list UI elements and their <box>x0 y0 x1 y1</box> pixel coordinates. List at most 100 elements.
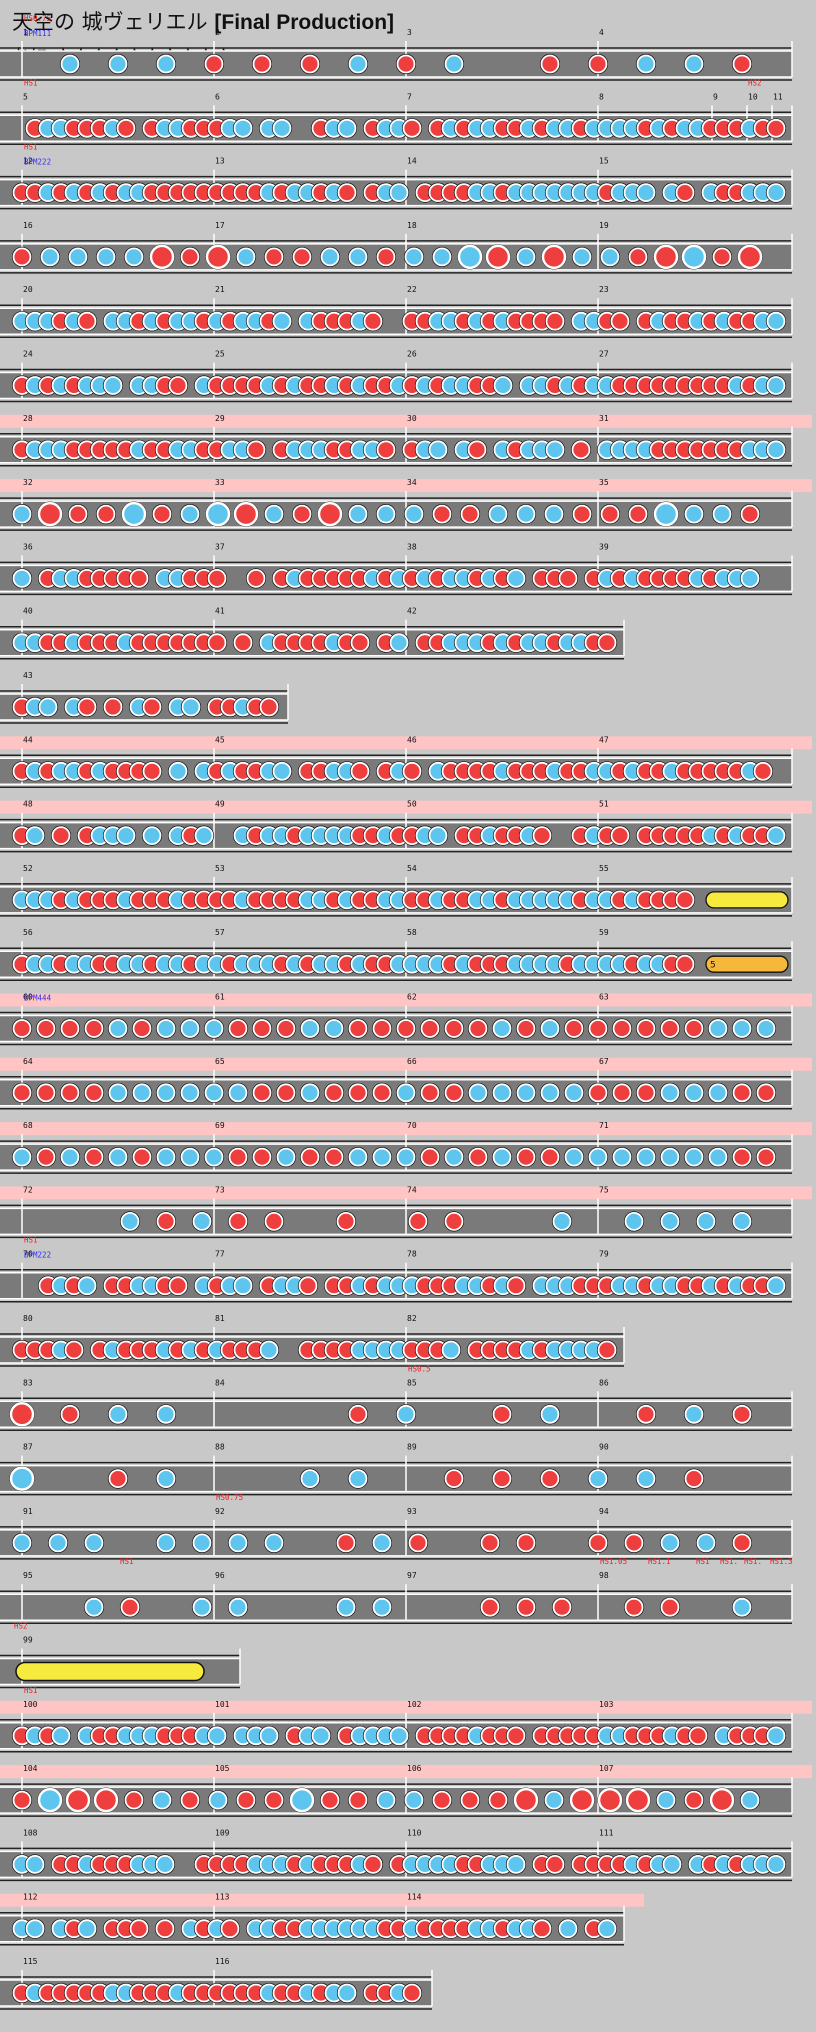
don-note <box>660 1019 680 1038</box>
ka-note <box>156 1533 176 1553</box>
ka-note <box>389 183 409 203</box>
ka-note <box>228 1533 248 1553</box>
don-note <box>276 1019 296 1038</box>
measure-number: 74 <box>407 1185 417 1194</box>
ka-note <box>60 54 80 74</box>
measure-number: 99 <box>23 1636 33 1645</box>
ka-note <box>156 1469 176 1488</box>
measure-number: 87 <box>23 1443 33 1452</box>
ka-note <box>404 1790 424 1810</box>
ka-note <box>600 247 620 267</box>
don-note <box>298 1276 318 1296</box>
ka-note <box>684 54 704 74</box>
ka-note <box>155 1855 175 1874</box>
ka-note <box>636 54 656 74</box>
don-note <box>612 1019 632 1038</box>
note-lane <box>0 1465 792 1492</box>
measure-number: 52 <box>23 864 33 873</box>
don-note <box>220 1919 240 1939</box>
don-note <box>300 1147 320 1167</box>
gogo-band <box>0 479 812 493</box>
measure-number: 32 <box>23 478 33 487</box>
ka-note <box>180 1019 200 1038</box>
measure-number: 68 <box>23 1121 33 1130</box>
don-note <box>766 118 786 138</box>
don-note <box>636 1083 656 1103</box>
measure-number: 15 <box>599 157 609 166</box>
big-don-note <box>37 501 63 527</box>
don-note <box>597 633 617 653</box>
ka-note <box>156 54 176 74</box>
big-don-note <box>513 1787 539 1813</box>
don-note <box>444 1212 464 1231</box>
don-note <box>675 954 695 974</box>
ka-note <box>441 1340 461 1360</box>
ka-note <box>108 1019 128 1038</box>
don-note <box>408 1533 428 1553</box>
ka-note <box>732 1597 752 1617</box>
big-ka-note <box>457 244 483 270</box>
don-note <box>588 54 608 74</box>
measure-number: 85 <box>407 1378 417 1387</box>
ka-note <box>348 504 368 524</box>
ka-note <box>506 1855 526 1874</box>
measure-number: 17 <box>215 221 225 230</box>
ka-note <box>152 1790 172 1810</box>
don-note <box>506 1276 526 1296</box>
don-note <box>264 1790 284 1810</box>
ka-note <box>336 1597 356 1617</box>
ka-note <box>544 504 564 524</box>
scroll-speed-marker: HS1 <box>24 1686 38 1695</box>
ka-note <box>766 826 786 845</box>
measure-number: 92 <box>215 1507 225 1516</box>
measure-number: 22 <box>407 285 417 294</box>
measure-number: 59 <box>599 928 609 937</box>
don-note <box>350 633 370 653</box>
measure-number: 10 <box>748 92 758 101</box>
measure-number: 63 <box>599 993 609 1002</box>
ka-note <box>540 1083 560 1103</box>
measure-number: 73 <box>215 1185 225 1194</box>
measure-number: 88 <box>215 1443 225 1452</box>
ka-note <box>636 183 656 203</box>
ka-note <box>156 1404 176 1424</box>
ka-note <box>428 826 448 845</box>
don-note <box>688 1726 708 1746</box>
ka-note <box>488 504 508 524</box>
measure-number: 76 <box>23 1250 33 1259</box>
ka-note <box>766 1276 786 1296</box>
ka-note <box>766 1855 786 1874</box>
ka-note <box>516 1083 536 1103</box>
gogo-band <box>0 1765 812 1779</box>
big-ka-note <box>9 1466 35 1491</box>
ka-note <box>624 1212 644 1231</box>
ka-note <box>660 1083 680 1103</box>
measure-number: 45 <box>215 735 225 744</box>
big-don-note <box>205 244 231 270</box>
don-note <box>120 1597 140 1617</box>
ka-note <box>660 1147 680 1167</box>
don-note <box>12 1790 32 1810</box>
big-don-note <box>541 244 567 270</box>
don-note <box>108 1469 128 1488</box>
ka-note <box>516 504 536 524</box>
ka-note <box>444 54 464 74</box>
don-note <box>236 1790 256 1810</box>
measure-number: 38 <box>407 542 417 551</box>
ka-note <box>540 1404 560 1424</box>
scroll-speed-marker: HS0.5 <box>408 1364 431 1373</box>
measure-number: 103 <box>599 1700 614 1709</box>
measure-number: 77 <box>215 1250 225 1259</box>
big-don-note <box>737 244 763 270</box>
ka-note <box>740 569 760 588</box>
measure-number: 70 <box>407 1121 417 1130</box>
ka-note <box>233 1276 253 1296</box>
measure-number: 12 <box>23 157 33 166</box>
don-note <box>732 54 752 74</box>
measure-number: 8 <box>599 92 604 101</box>
ka-note <box>12 569 32 588</box>
song-title: 天空の 城ヴェリエル <box>12 10 208 34</box>
measure-number: 35 <box>599 478 609 487</box>
don-note <box>712 247 732 267</box>
ka-note <box>68 247 88 267</box>
